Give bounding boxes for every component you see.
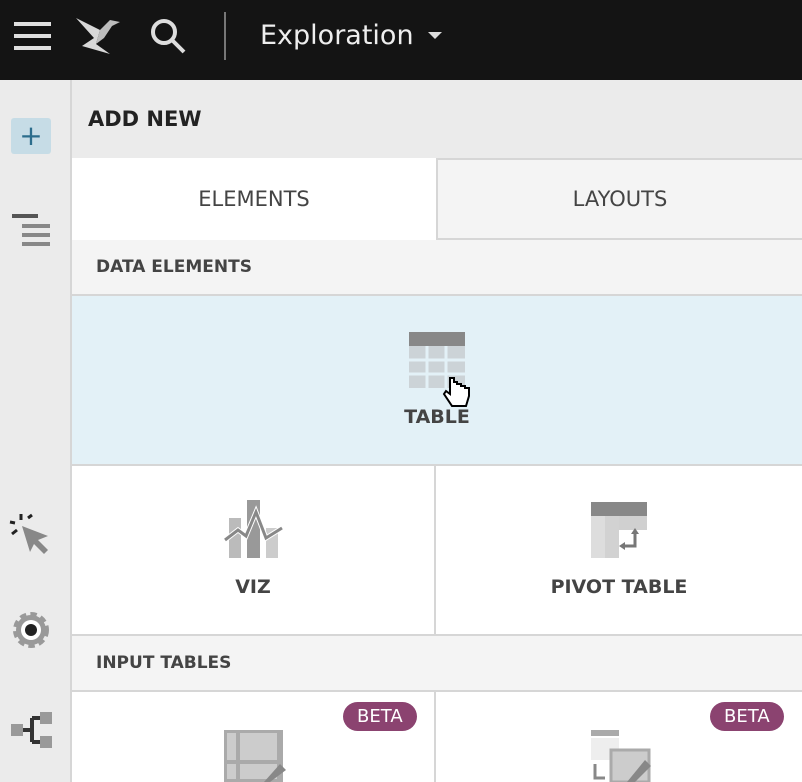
input-table-icon bbox=[224, 730, 286, 782]
table-icon bbox=[409, 332, 465, 388]
pivot-table-tile[interactable]: PIVOT TABLE bbox=[436, 466, 802, 636]
left-rail: + bbox=[0, 80, 72, 782]
caret-down-icon[interactable] bbox=[428, 32, 442, 40]
interaction-icon[interactable] bbox=[8, 512, 52, 556]
table-tile[interactable]: TABLE bbox=[72, 296, 802, 466]
linked-input-table-tile[interactable]: BETA bbox=[436, 692, 802, 782]
linked-input-table-icon bbox=[591, 730, 651, 782]
input-table-tile[interactable]: BETA bbox=[72, 692, 436, 782]
section-data-elements: DATA ELEMENTS bbox=[72, 240, 802, 296]
workbook-title[interactable]: Exploration bbox=[260, 20, 414, 51]
logo-icon[interactable] bbox=[76, 16, 122, 56]
top-bar: Exploration bbox=[0, 0, 802, 80]
beta-badge: BETA bbox=[343, 702, 417, 731]
hand-cursor-icon bbox=[442, 377, 470, 407]
plus-icon[interactable]: + bbox=[11, 118, 51, 154]
beta-badge: BETA bbox=[710, 702, 784, 731]
add-new-panel: ADD NEW ELEMENTS LAYOUTS DATA ELEMENTS T… bbox=[72, 80, 802, 782]
viz-tile[interactable]: VIZ bbox=[72, 466, 436, 636]
outline-icon[interactable] bbox=[12, 214, 52, 246]
pivot-table-icon bbox=[591, 502, 647, 558]
viz-label: VIZ bbox=[235, 576, 271, 598]
search-icon[interactable] bbox=[149, 17, 187, 55]
menu-icon[interactable] bbox=[14, 22, 51, 52]
viz-icon bbox=[224, 500, 284, 558]
pivot-table-label: PIVOT TABLE bbox=[550, 576, 688, 598]
hierarchy-icon[interactable] bbox=[10, 710, 54, 750]
tab-elements[interactable]: ELEMENTS bbox=[72, 158, 436, 240]
table-label: TABLE bbox=[404, 406, 470, 428]
settings-icon[interactable] bbox=[11, 610, 51, 650]
panel-header: ADD NEW bbox=[72, 80, 802, 158]
section-input-tables: INPUT TABLES bbox=[72, 636, 802, 692]
divider bbox=[224, 12, 226, 60]
tab-layouts[interactable]: LAYOUTS bbox=[436, 158, 802, 240]
